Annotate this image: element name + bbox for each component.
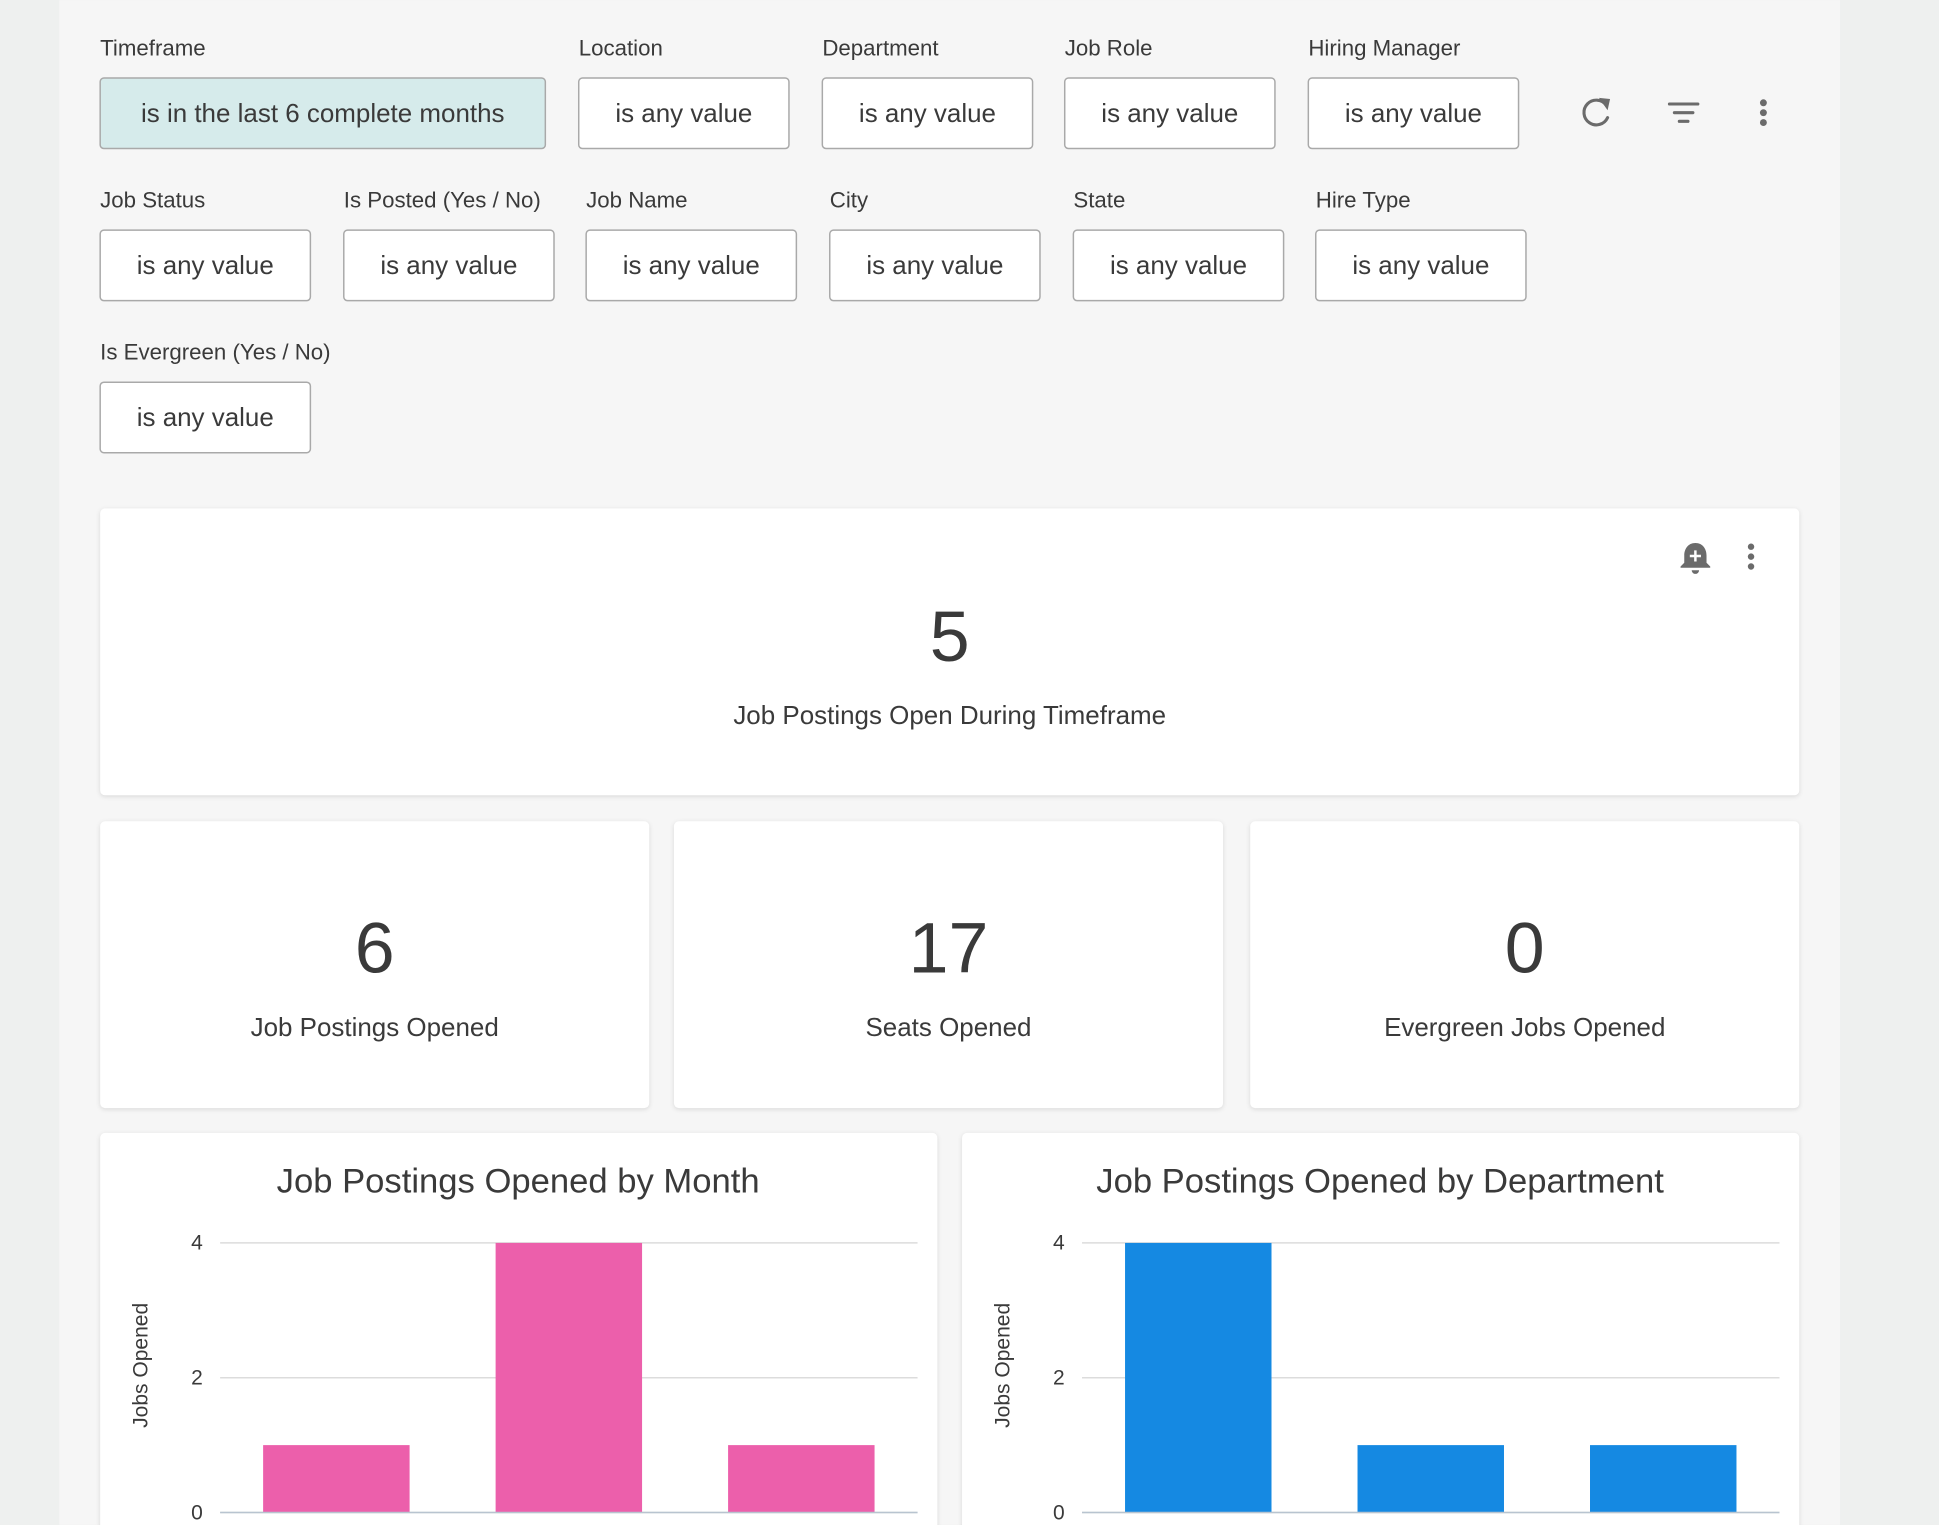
filter-value: is any value [623, 250, 760, 280]
filter-label: Hiring Manager [1308, 35, 1461, 60]
filter-value: is any value [866, 250, 1003, 280]
filter-label: Is Posted (Yes / No) [344, 188, 541, 213]
y-tick-label: 4 [191, 1232, 203, 1255]
filter-control[interactable] [1072, 229, 1285, 302]
filter-control[interactable] [1063, 77, 1276, 150]
y-tick-label: 2 [191, 1366, 203, 1389]
alert-button[interactable] [1680, 543, 1711, 574]
chart-title: Job Postings Opened by Department [1096, 1163, 1664, 1201]
kpi-label: Seats Opened [866, 1012, 1032, 1042]
filter-label: Job Status [100, 188, 205, 213]
kpi-card [100, 821, 650, 1109]
filter-value: is any value [1110, 250, 1247, 280]
filter-control[interactable] [577, 77, 790, 150]
filter-value: is any value [380, 250, 517, 280]
filter-control[interactable] [99, 77, 547, 150]
y-axis-title: Jobs Opened [992, 1303, 1015, 1428]
bar [495, 1242, 643, 1513]
filter-value: is any value [1352, 250, 1489, 280]
filter-button[interactable] [1667, 102, 1700, 123]
filter-label: Job Name [586, 188, 687, 213]
filter-value: is any value [137, 402, 274, 432]
kpi-value: 6 [355, 909, 395, 989]
kpi-value: 0 [1505, 909, 1545, 989]
filter-label: Hire Type [1316, 188, 1411, 213]
bar [1590, 1445, 1737, 1513]
filter-value: is any value [1101, 98, 1238, 128]
filter-control[interactable] [343, 229, 555, 302]
bar [1125, 1242, 1272, 1513]
kpi-card [673, 821, 1224, 1109]
filter-control[interactable] [1307, 77, 1520, 150]
filter-label: City [830, 188, 869, 213]
y-tick-label: 0 [191, 1501, 203, 1524]
filter-label: Department [822, 35, 939, 60]
filter-label: Is Evergreen (Yes / No) [100, 340, 330, 365]
kpi-value: 17 [909, 909, 989, 989]
chart-title: Job Postings Opened by Month [277, 1163, 760, 1201]
filter-control[interactable] [1315, 229, 1527, 302]
filter-label: Timeframe [100, 35, 206, 60]
filter-label: Job Role [1065, 35, 1153, 60]
filter-value: is any value [859, 98, 996, 128]
filter-control[interactable] [99, 381, 312, 454]
headline-card [100, 508, 1800, 796]
filter-control[interactable] [829, 229, 1041, 302]
headline-value: 5 [930, 597, 970, 677]
filter-value: is in the last 6 complete months [141, 98, 505, 128]
filter-control[interactable] [99, 229, 312, 302]
filter-value: is any value [137, 250, 274, 280]
bar [728, 1445, 875, 1513]
filter-value: is any value [1345, 98, 1482, 128]
kpi-label: Evergreen Jobs Opened [1384, 1012, 1665, 1042]
filter-label: State [1073, 188, 1125, 213]
kpi-label: Job Postings Opened [251, 1012, 499, 1042]
refresh-button[interactable] [1582, 97, 1611, 127]
y-tick-label: 4 [1053, 1232, 1065, 1255]
filter-control[interactable] [585, 229, 798, 302]
filter-label: Location [579, 35, 663, 60]
filter-control[interactable] [821, 77, 1034, 150]
bar [1357, 1445, 1504, 1513]
more-menu[interactable] [1759, 99, 1767, 127]
kpi-card [1250, 821, 1800, 1109]
filter-value: is any value [615, 98, 752, 128]
card-menu[interactable] [1747, 543, 1755, 570]
y-axis-title: Jobs Opened [130, 1303, 153, 1428]
y-tick-label: 2 [1053, 1366, 1065, 1389]
headline-label: Job Postings Open During Timeframe [733, 700, 1166, 730]
bar [263, 1445, 410, 1513]
y-tick-label: 0 [1053, 1501, 1065, 1524]
